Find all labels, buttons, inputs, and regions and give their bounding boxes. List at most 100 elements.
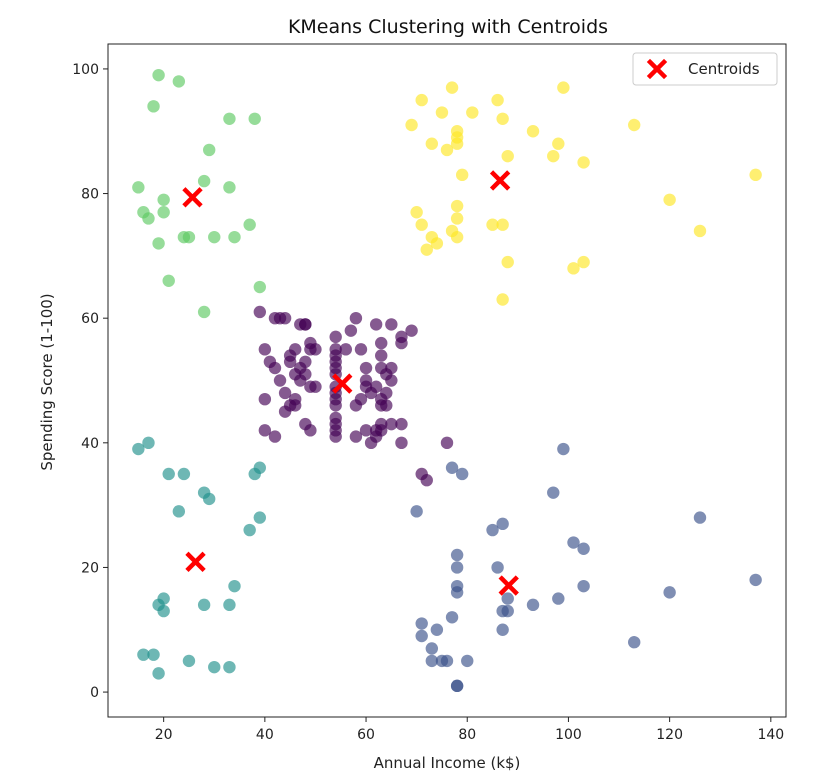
cluster-2-point <box>132 442 145 456</box>
cluster-3-point <box>147 100 160 113</box>
cluster-3-point <box>162 274 175 287</box>
cluster-1-point <box>501 592 514 605</box>
cluster-0-point <box>385 417 398 431</box>
cluster-4-point <box>445 81 459 94</box>
cluster-1-point <box>628 636 641 649</box>
cluster-1-point <box>425 654 439 668</box>
cluster-2-point <box>228 579 241 593</box>
centroid-marker <box>489 170 511 191</box>
cluster-2-point <box>162 467 175 481</box>
cluster-0-point <box>304 424 317 437</box>
cluster-1-point <box>450 586 464 599</box>
cluster-4-point <box>567 262 580 275</box>
centroid-marker <box>332 373 353 394</box>
cluster-4-point <box>577 255 590 269</box>
cluster-3-point <box>157 193 170 206</box>
y-axis-ticks: 0 20 40 60 80 100 <box>72 62 108 701</box>
cluster-3-point <box>243 218 256 231</box>
cluster-1-point <box>526 598 540 612</box>
cluster-4-point <box>435 106 449 119</box>
cluster-4-point <box>450 212 464 225</box>
x-tick-label: 20 <box>155 727 173 743</box>
cluster-0-point <box>268 361 282 375</box>
cluster-4-point <box>663 193 676 206</box>
cluster-0-point <box>440 436 454 450</box>
y-tick-label: 40 <box>81 436 99 452</box>
cluster-1-point <box>552 592 565 605</box>
y-axis-label: Spending Score (1-100) <box>38 293 56 470</box>
cluster-3-point <box>132 181 145 194</box>
cluster-0-point <box>309 343 322 356</box>
cluster-0-point <box>344 324 358 337</box>
cluster-4-point <box>440 143 454 157</box>
cluster-3-point <box>152 237 165 250</box>
cluster-4-point <box>466 106 479 119</box>
cluster-0-point <box>405 324 418 337</box>
cluster-0-point <box>258 424 272 437</box>
cluster-0-point <box>329 343 342 356</box>
cluster-4-point <box>501 255 514 269</box>
cluster-0-point <box>354 343 368 356</box>
cluster-4-point <box>450 199 464 213</box>
cluster-0-point <box>309 380 322 393</box>
cluster-1-point <box>450 679 464 693</box>
legend-centroids-label: Centroids <box>688 60 760 78</box>
cluster-2-point <box>137 648 150 661</box>
cluster-1-point <box>455 467 469 481</box>
cluster-1-point <box>410 505 423 518</box>
cluster-3-point <box>228 230 241 244</box>
legend: Centroids <box>632 52 778 86</box>
cluster-0-point <box>278 311 292 325</box>
cluster-3-point <box>208 230 221 244</box>
cluster-1-point <box>577 542 590 555</box>
cluster-4-point <box>415 218 428 231</box>
cluster-0-point <box>354 392 368 406</box>
cluster-0-point <box>253 305 266 319</box>
cluster-0-point <box>289 399 302 412</box>
cluster-0-point <box>349 430 363 443</box>
cluster-4-point <box>455 168 469 182</box>
cluster-3-point <box>172 75 186 88</box>
cluster-0-point <box>375 336 388 350</box>
cluster-3-point <box>253 280 266 294</box>
cluster-2-point <box>182 654 196 668</box>
cluster-2-point <box>253 511 266 524</box>
cluster-0-point <box>385 318 398 331</box>
cluster-4-point <box>749 168 762 182</box>
cluster-0-point <box>420 474 433 487</box>
cluster-0-point <box>375 424 388 437</box>
cluster-3-point <box>157 206 170 219</box>
cluster-0-point <box>258 392 272 406</box>
cluster-0-point <box>258 343 272 356</box>
cluster-0-point <box>359 361 373 375</box>
cluster-2-point <box>197 598 211 612</box>
cluster-0-point <box>329 411 342 425</box>
cluster-0-point <box>395 417 408 431</box>
cluster-2-point <box>147 648 160 661</box>
cluster-1-point <box>461 654 474 668</box>
cluster-2-point <box>157 604 170 618</box>
cluster-0-point <box>349 311 363 325</box>
cluster-4-point <box>450 131 464 144</box>
cluster-2-point <box>208 660 221 674</box>
y-tick-label: 60 <box>81 311 99 327</box>
cluster-1-point <box>749 573 762 587</box>
cluster-3-point <box>197 174 211 188</box>
cluster-0-point <box>339 343 353 356</box>
cluster-2-point <box>223 598 236 612</box>
cluster-4-point <box>496 112 509 125</box>
cluster-4-point <box>501 149 514 163</box>
cluster-4-point <box>425 137 439 150</box>
y-tick-label: 0 <box>90 685 99 701</box>
cluster-0-point <box>395 436 408 450</box>
cluster-1-point <box>496 517 509 531</box>
cluster-4-point <box>410 206 423 219</box>
cluster-1-point <box>450 561 464 574</box>
cluster-2-point <box>243 523 256 537</box>
cluster-0-point <box>375 349 388 362</box>
cluster-1-point <box>440 654 454 668</box>
cluster-1-point <box>547 486 560 499</box>
cluster-1-point <box>445 461 459 474</box>
cluster-4-point <box>577 156 590 169</box>
cluster-0-point <box>273 374 287 387</box>
